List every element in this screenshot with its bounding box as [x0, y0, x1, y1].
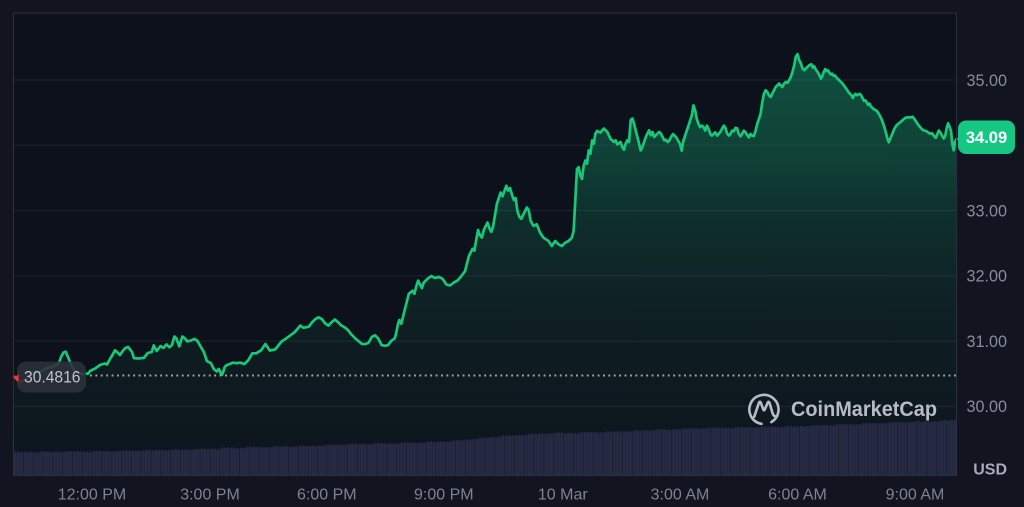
svg-text:30.4816: 30.4816 [24, 368, 81, 387]
svg-text:35.00: 35.00 [967, 72, 1008, 90]
svg-text:6:00 AM: 6:00 AM [768, 487, 827, 504]
svg-text:12:00 PM: 12:00 PM [58, 487, 126, 504]
svg-text:34.09: 34.09 [966, 129, 1007, 147]
svg-text:USD: USD [973, 462, 1007, 479]
svg-text:10 Mar: 10 Mar [538, 487, 588, 504]
svg-text:3:00 AM: 3:00 AM [651, 487, 710, 504]
svg-text:31.00: 31.00 [967, 333, 1008, 351]
svg-text:33.00: 33.00 [967, 202, 1008, 220]
svg-text:3:00 PM: 3:00 PM [180, 487, 240, 504]
svg-text:CoinMarketCap: CoinMarketCap [791, 398, 937, 421]
svg-text:30.00: 30.00 [967, 398, 1008, 416]
svg-text:32.00: 32.00 [967, 268, 1008, 286]
svg-text:9:00 AM: 9:00 AM [886, 487, 945, 504]
svg-text:9:00 PM: 9:00 PM [414, 487, 474, 504]
svg-text:6:00 PM: 6:00 PM [297, 487, 357, 504]
